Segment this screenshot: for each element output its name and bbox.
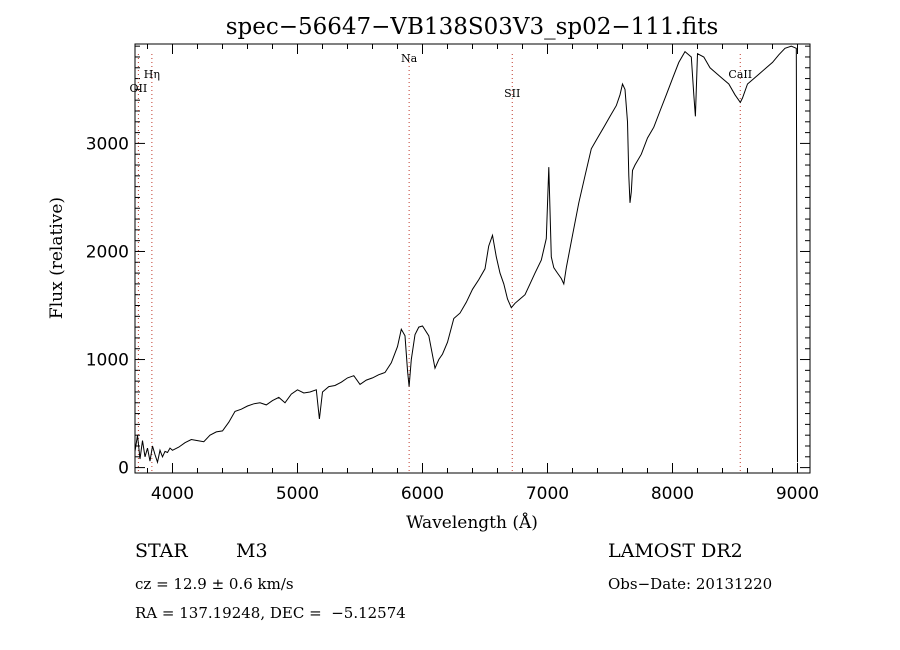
x-tick-label: 6000 (401, 484, 444, 504)
y-tick-label: 2000 (86, 242, 129, 262)
spectral-line-label: Na (401, 52, 418, 65)
spectral-line-label: Hη (144, 68, 160, 81)
coordinates-text: RA = 137.19248, DEC = −5.12574 (135, 604, 406, 622)
x-axis-label: Wavelength (Å) (406, 512, 538, 533)
x-tick-label: 4000 (151, 484, 194, 504)
spectral-line-label: SII (504, 87, 520, 100)
object-class: STAR (135, 540, 188, 562)
x-tick-label: 5000 (276, 484, 319, 504)
redshift-text: cz = 12.9 ± 0.6 km/s (135, 575, 294, 593)
spectrum-series-line (134, 45, 798, 465)
y-tick-label: 0 (118, 459, 129, 479)
x-tick-label: 7000 (526, 484, 569, 504)
spectral-line-label: CaII (728, 68, 752, 81)
y-tick-label: 1000 (86, 351, 129, 371)
object-subclass: M3 (236, 540, 268, 562)
y-tick-label: 3000 (86, 134, 129, 154)
x-tick-label: 9000 (776, 484, 819, 504)
chart-title: spec−56647−VB138S03V3_sp02−111.fits (226, 14, 719, 40)
survey-name: LAMOST DR2 (608, 540, 743, 562)
plot-area-frame (134, 43, 811, 474)
obs-date: Obs−Date: 20131220 (608, 575, 773, 593)
y-axis-label: Flux (relative) (47, 197, 67, 319)
x-tick-label: 8000 (651, 484, 694, 504)
spectral-line-label: OII (130, 82, 148, 95)
